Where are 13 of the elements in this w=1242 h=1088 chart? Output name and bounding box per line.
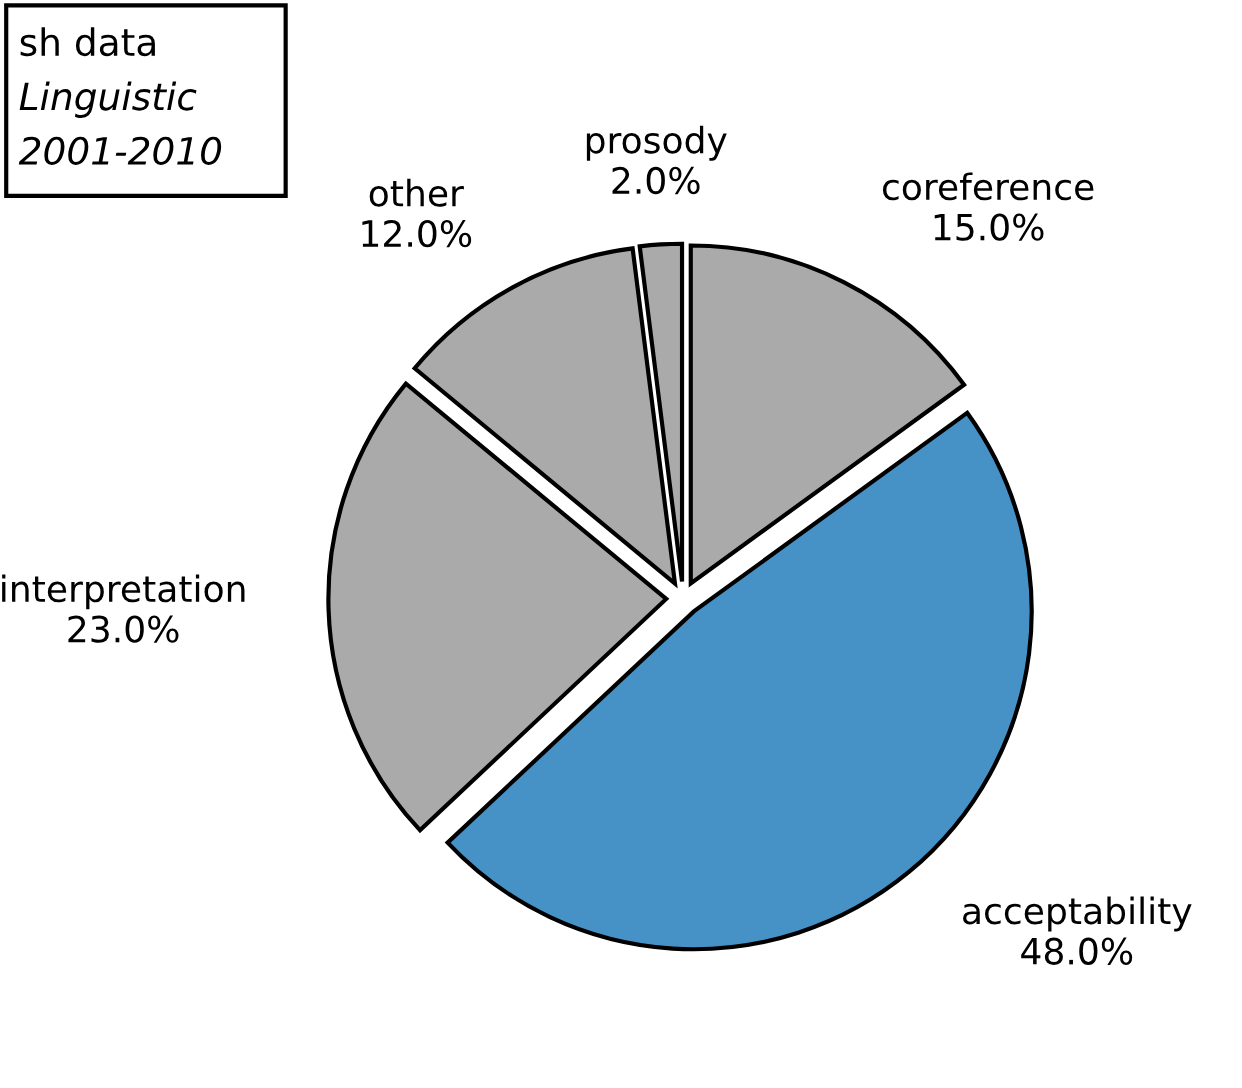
text: Linguistic bbox=[19, 81, 197, 118]
slice-label: other bbox=[369, 178, 464, 207]
data-label: 48.0% bbox=[1021, 937, 1133, 965]
text: sh data bbox=[20, 27, 155, 57]
slice-label: interpretation bbox=[2, 574, 245, 610]
slice-label: prosody bbox=[586, 125, 727, 161]
data-label: 15.0% bbox=[934, 213, 1044, 241]
data-label: 23.0% bbox=[68, 615, 179, 643]
slice-label: acceptability bbox=[963, 896, 1192, 932]
slice-label: coreference bbox=[882, 172, 1094, 201]
data-label: 12.0% bbox=[362, 219, 472, 248]
data-label: 2.0% bbox=[612, 166, 700, 195]
text: 2001-2010 bbox=[18, 136, 222, 166]
